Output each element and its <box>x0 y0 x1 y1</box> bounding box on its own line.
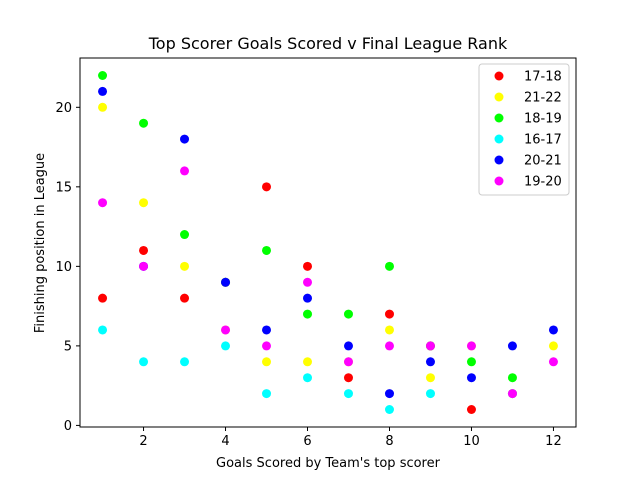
point-16-17-6 <box>343 389 353 399</box>
point-20-21-2 <box>180 134 190 144</box>
point-21-22-1 <box>139 198 149 208</box>
point-19-20-4 <box>262 341 272 351</box>
point-17-18-5 <box>303 261 313 271</box>
point-20-21-11 <box>548 325 558 335</box>
point-17-18-6 <box>343 373 353 383</box>
x-tick-label: 10 <box>463 434 480 449</box>
x-tick-label: 8 <box>385 434 393 449</box>
point-19-20-8 <box>425 341 435 351</box>
point-18-19-9 <box>466 357 476 367</box>
point-20-21-4 <box>262 325 272 335</box>
point-19-20-5 <box>303 277 313 287</box>
point-21-22-0 <box>98 102 108 112</box>
chart-title: Top Scorer Goals Scored v Final League R… <box>148 34 508 53</box>
y-tick-label: 15 <box>55 180 72 195</box>
x-tick-label: 6 <box>303 434 311 449</box>
point-21-22-2 <box>180 261 190 271</box>
legend-marker-18-19 <box>494 113 504 123</box>
point-17-18-9 <box>466 405 476 415</box>
point-18-19-7 <box>384 261 394 271</box>
point-16-17-3 <box>221 341 231 351</box>
x-axis-ticks: 2 4 6 8 10 12 <box>139 427 562 449</box>
y-tick-label: 0 <box>64 419 72 434</box>
legend-label-17-18: 17-18 <box>524 70 562 85</box>
point-18-19-4 <box>262 245 272 255</box>
point-19-20-10 <box>507 389 517 399</box>
point-20-21-7 <box>384 389 394 399</box>
point-16-17-5 <box>303 373 313 383</box>
legend-label-19-20: 19-20 <box>524 175 562 190</box>
point-20-21-6 <box>343 341 353 351</box>
point-20-21-0 <box>98 86 108 96</box>
point-19-20-11 <box>548 357 558 367</box>
point-18-19-10 <box>507 373 517 383</box>
point-19-20-1 <box>139 261 149 271</box>
point-18-19-2 <box>180 230 190 240</box>
point-16-17-4 <box>262 389 272 399</box>
point-21-22-11 <box>548 341 558 351</box>
point-18-19-1 <box>139 118 149 128</box>
legend-label-21-22: 21-22 <box>524 91 562 106</box>
point-17-18-7 <box>384 309 394 319</box>
point-20-21-10 <box>507 341 517 351</box>
point-16-17-1 <box>139 357 149 367</box>
point-19-20-0 <box>98 198 108 208</box>
plot-marks <box>98 70 558 415</box>
point-20-21-8 <box>425 357 435 367</box>
y-axis-ticks: 0 5 10 15 20 <box>55 101 80 434</box>
point-17-18-2 <box>180 293 190 303</box>
point-19-20-2 <box>180 166 190 176</box>
point-18-19-6 <box>343 309 353 319</box>
legend-label-20-21: 20-21 <box>524 154 562 169</box>
legend-label-16-17: 16-17 <box>524 133 562 148</box>
point-20-21-3 <box>221 277 231 287</box>
plot-area-frame <box>79 57 577 428</box>
legend-marker-17-18 <box>494 71 504 81</box>
x-tick-label: 12 <box>545 434 562 449</box>
x-tick-label: 2 <box>139 434 147 449</box>
point-20-21-9 <box>466 373 476 383</box>
legend-label-18-19: 18-19 <box>524 112 562 127</box>
point-20-21-5 <box>303 293 313 303</box>
point-21-22-4 <box>262 357 272 367</box>
y-tick-label: 10 <box>55 260 72 275</box>
legend: 17-18 21-22 18-19 16-17 20-21 19-20 <box>478 63 570 196</box>
point-16-17-2 <box>180 357 190 367</box>
point-19-20-9 <box>466 341 476 351</box>
point-18-19-5 <box>303 309 313 319</box>
legend-marker-20-21 <box>494 155 504 165</box>
point-17-18-1 <box>139 245 149 255</box>
point-16-17-0 <box>98 325 108 335</box>
legend-marker-19-20 <box>494 176 504 186</box>
legend-marker-16-17 <box>494 134 504 144</box>
point-19-20-3 <box>221 325 231 335</box>
legend-marker-21-22 <box>494 92 504 102</box>
point-19-20-6 <box>343 357 353 367</box>
point-21-22-5 <box>303 357 313 367</box>
y-axis-label: Finishing position in League <box>33 153 48 333</box>
point-16-17-7 <box>384 405 394 415</box>
y-tick-label: 5 <box>64 339 72 354</box>
point-18-19-0 <box>98 70 108 80</box>
x-axis-label: Goals Scored by Team's top scorer <box>216 456 441 471</box>
point-16-17-8 <box>425 389 435 399</box>
point-19-20-7 <box>384 341 394 351</box>
y-tick-label: 20 <box>55 101 72 116</box>
point-21-22-7 <box>384 325 394 335</box>
point-17-18-4 <box>262 182 272 192</box>
x-tick-label: 4 <box>221 434 229 449</box>
point-17-18-0 <box>98 293 108 303</box>
point-21-22-8 <box>425 373 435 383</box>
